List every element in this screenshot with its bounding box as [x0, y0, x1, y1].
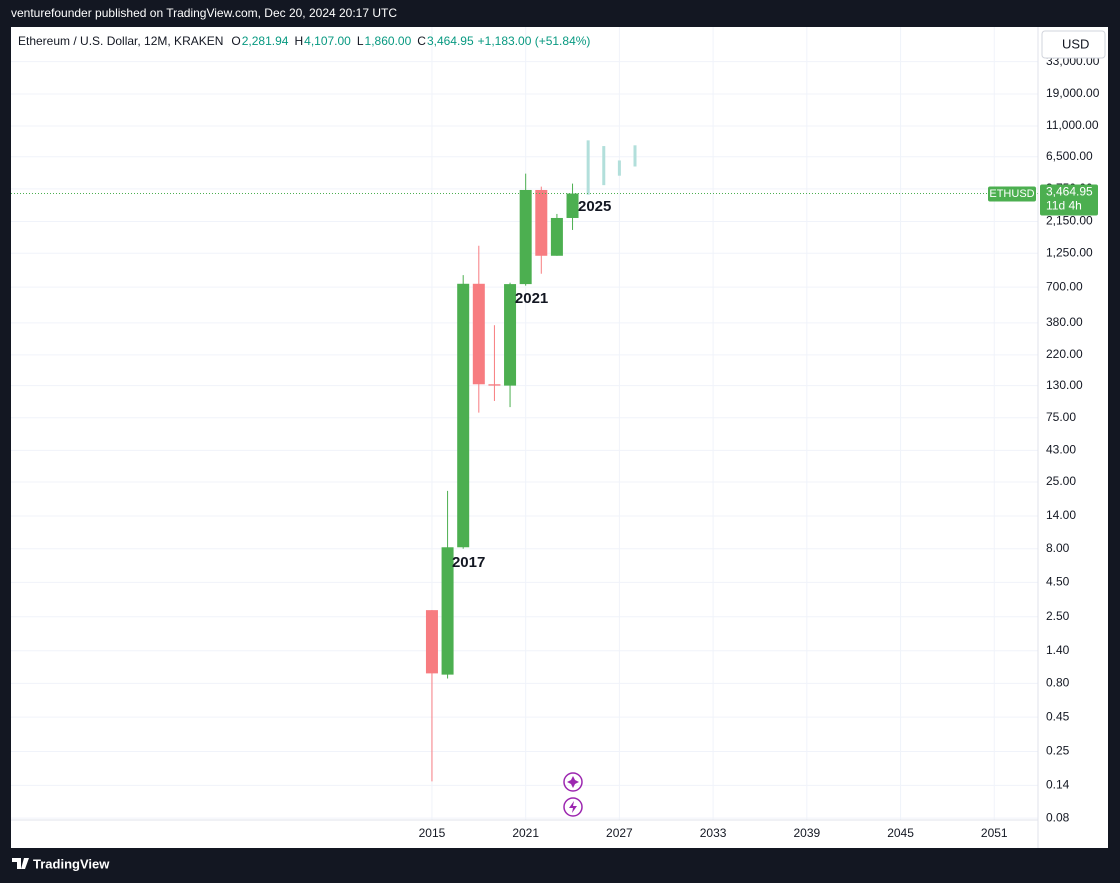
countdown-label: 11d 4h	[1046, 199, 1082, 213]
y-tick-label: 0.25	[1046, 744, 1070, 758]
y-tick-label: 19,000.00	[1046, 86, 1100, 100]
candle-body	[566, 193, 579, 218]
brand: TradingView	[33, 856, 110, 871]
y-tick-label: 1.40	[1046, 643, 1070, 657]
chart-frame	[11, 27, 1108, 848]
y-tick-label: 220.00	[1046, 347, 1083, 361]
ohlc-key: H	[294, 34, 303, 48]
plot: 2017 2021 2025	[11, 140, 1038, 782]
candle-body	[550, 217, 563, 256]
candle-body	[457, 283, 470, 548]
currency-button[interactable]	[1041, 30, 1106, 59]
star-glyph	[567, 776, 579, 788]
x-tick-label: 2027	[606, 826, 633, 840]
y-tick-label: 0.45	[1046, 709, 1070, 723]
symbol-label: ETHUSD	[989, 188, 1034, 200]
ohlc-value: 2,281.94	[242, 34, 289, 48]
candle-body	[488, 384, 501, 386]
price-label-bg	[1040, 184, 1098, 216]
grid	[11, 27, 1038, 820]
ohlc-legend: Ethereum / U.S. Dollar, 12M, KRAKEN O 2,28…	[18, 34, 590, 48]
ohlc-value: 3,464.95	[427, 34, 474, 48]
candle-body	[535, 189, 548, 256]
annotation: 2017	[452, 554, 485, 571]
x-tick-label: 2033	[700, 826, 727, 840]
y-tick-label: 0.80	[1046, 676, 1070, 690]
y-tick-label: 25.00	[1046, 474, 1076, 488]
symbol-label-bg	[988, 186, 1036, 202]
x-tick-label: 2045	[887, 826, 914, 840]
y-tick-label: 1,250.00	[1046, 245, 1093, 259]
ohlc-value: 4,107.00	[304, 34, 351, 48]
price-label: 3,464.95	[1046, 185, 1093, 199]
ohlc-key: O	[231, 34, 240, 48]
candle-body	[425, 610, 438, 674]
y-tick-label: 4.50	[1046, 575, 1070, 589]
footer: TradingView	[12, 856, 110, 871]
candle-body	[472, 283, 485, 385]
y-tick-label: 380.00	[1046, 315, 1083, 329]
y-tick-label: 0.14	[1046, 778, 1070, 792]
y-tick-label: 14.00	[1046, 508, 1076, 522]
x-tick-label: 2051	[981, 826, 1008, 840]
y-tick-label: 2,150.00	[1046, 214, 1093, 228]
candle-body	[441, 547, 454, 675]
y-tick-label: 130.00	[1046, 378, 1083, 392]
y-tick-label: 6,500.00	[1046, 149, 1093, 163]
publish-info: venturefounder published on TradingView.…	[11, 6, 397, 20]
candle-body	[519, 189, 532, 285]
y-tick-label: 8.00	[1046, 541, 1070, 555]
y-tick-label: 11,000.00	[1046, 118, 1099, 132]
x-tick-label: 2021	[512, 826, 539, 840]
icons	[563, 772, 583, 817]
axes: 0.08 0.14 0.25 0.45 0.80 1.40 2.50 4.50 8.00 14.0…	[419, 54, 1100, 840]
x-tick-label: 2039	[793, 826, 820, 840]
flash-glyph	[569, 801, 577, 813]
y-tick-label: 43.00	[1046, 443, 1076, 457]
flash-icon[interactable]	[563, 797, 583, 817]
annotation: 2025	[578, 198, 611, 215]
candle-body	[504, 284, 517, 386]
ohlc-key: L	[357, 34, 364, 48]
y-tick-label: 75.00	[1046, 410, 1076, 424]
y-tick-label: 700.00	[1046, 279, 1083, 293]
y-tick-label: 2.50	[1046, 609, 1070, 623]
projection-bar	[602, 146, 606, 186]
x-tick-label: 2015	[419, 826, 446, 840]
ohlc-key: C	[417, 34, 426, 48]
change-value: +1,183.00 (+51.84%)	[478, 34, 591, 48]
star-icon[interactable]	[563, 772, 583, 792]
symbol-title: Ethereum / U.S. Dollar, 12M, KRAKEN	[18, 34, 223, 48]
annotation: 2021	[515, 290, 548, 307]
y-tick-label: 0.08	[1046, 810, 1070, 824]
projection-bar	[633, 145, 637, 167]
projection-bar	[586, 140, 590, 195]
currency-label[interactable]: USD	[1062, 36, 1089, 51]
logo-mark	[12, 858, 29, 869]
ohlc-value: 1,860.00	[365, 34, 412, 48]
projection-bar	[617, 160, 621, 176]
